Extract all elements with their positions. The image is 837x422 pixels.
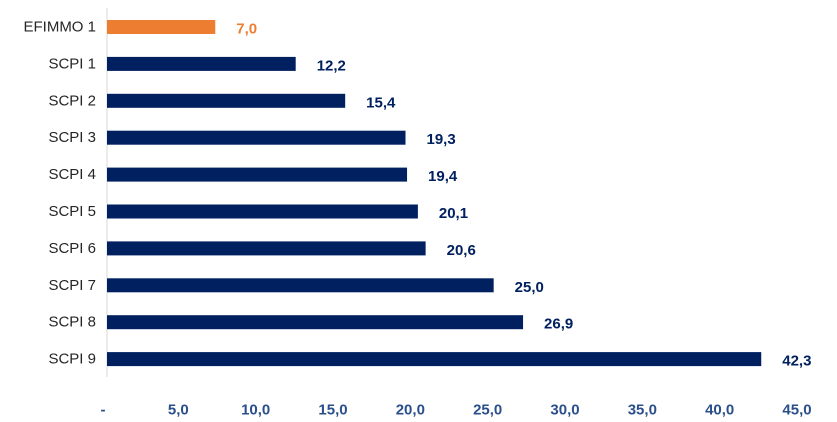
x-tick-label-8: 40,0 xyxy=(705,402,734,419)
bar-scpi-8 xyxy=(107,315,524,330)
x-tick-label-0: - xyxy=(101,402,106,419)
value-label-scpi-4: 19,4 xyxy=(428,168,458,185)
x-tick-label-7: 35,0 xyxy=(628,402,657,419)
category-label-scpi-8: SCPI 8 xyxy=(48,314,96,331)
category-label-scpi-5: SCPI 5 xyxy=(48,203,96,220)
x-tick-label-1: 5,0 xyxy=(168,402,189,419)
bar-scpi-9 xyxy=(107,352,762,367)
value-label-scpi-2: 15,4 xyxy=(366,94,396,111)
x-tick-label-9: 45,0 xyxy=(782,402,811,419)
category-label-scpi-1: SCPI 1 xyxy=(48,55,96,72)
bar-scpi-1 xyxy=(107,56,296,71)
x-tick-labels: - 5,0 10,0 15,0 20,0 25,0 30,0 35,0 40,0 45,0 xyxy=(101,402,812,419)
value-label-scpi-1: 12,2 xyxy=(317,57,346,74)
category-labels: EFIMMO 1 SCPI 1 SCPI 2 SCPI 3 SCPI 4 SCPI 5 SC… xyxy=(23,19,96,368)
x-tick-label-3: 15,0 xyxy=(318,402,347,419)
bar-scpi-5 xyxy=(107,204,418,219)
bar-scpi-3 xyxy=(107,130,406,145)
x-tick-label-5: 25,0 xyxy=(473,402,502,419)
bars-layer xyxy=(107,20,762,367)
bar-efimmo-1 xyxy=(107,20,216,34)
x-tick-label-6: 30,0 xyxy=(550,402,579,419)
bar-scpi-2 xyxy=(107,93,346,108)
value-label-scpi-5: 20,1 xyxy=(439,205,468,222)
value-labels: 7,0 12,2 15,4 19,3 19,4 20,1 20,6 25,0 26,9 42,3 xyxy=(236,21,811,370)
bar-scpi-7 xyxy=(107,278,494,293)
category-label-scpi-9: SCPI 9 xyxy=(48,351,96,368)
value-label-scpi-7: 25,0 xyxy=(515,279,544,296)
bar-scpi-6 xyxy=(107,241,426,256)
category-label-scpi-3: SCPI 3 xyxy=(48,129,96,146)
value-label-scpi-3: 19,3 xyxy=(427,131,456,148)
category-label-efimmo-1: EFIMMO 1 xyxy=(23,19,96,36)
value-label-efimmo-1: 7,0 xyxy=(236,21,257,38)
category-label-scpi-4: SCPI 4 xyxy=(48,166,96,183)
category-label-scpi-6: SCPI 6 xyxy=(48,240,96,257)
value-label-scpi-9: 42,3 xyxy=(782,353,811,370)
bar-scpi-4 xyxy=(107,167,408,182)
value-label-scpi-8: 26,9 xyxy=(544,316,573,333)
x-tick-label-4: 20,0 xyxy=(396,402,425,419)
value-label-scpi-6: 20,6 xyxy=(447,242,476,259)
category-label-scpi-2: SCPI 2 xyxy=(48,92,96,109)
x-tick-label-2: 10,0 xyxy=(241,402,270,419)
category-label-scpi-7: SCPI 7 xyxy=(48,277,96,294)
